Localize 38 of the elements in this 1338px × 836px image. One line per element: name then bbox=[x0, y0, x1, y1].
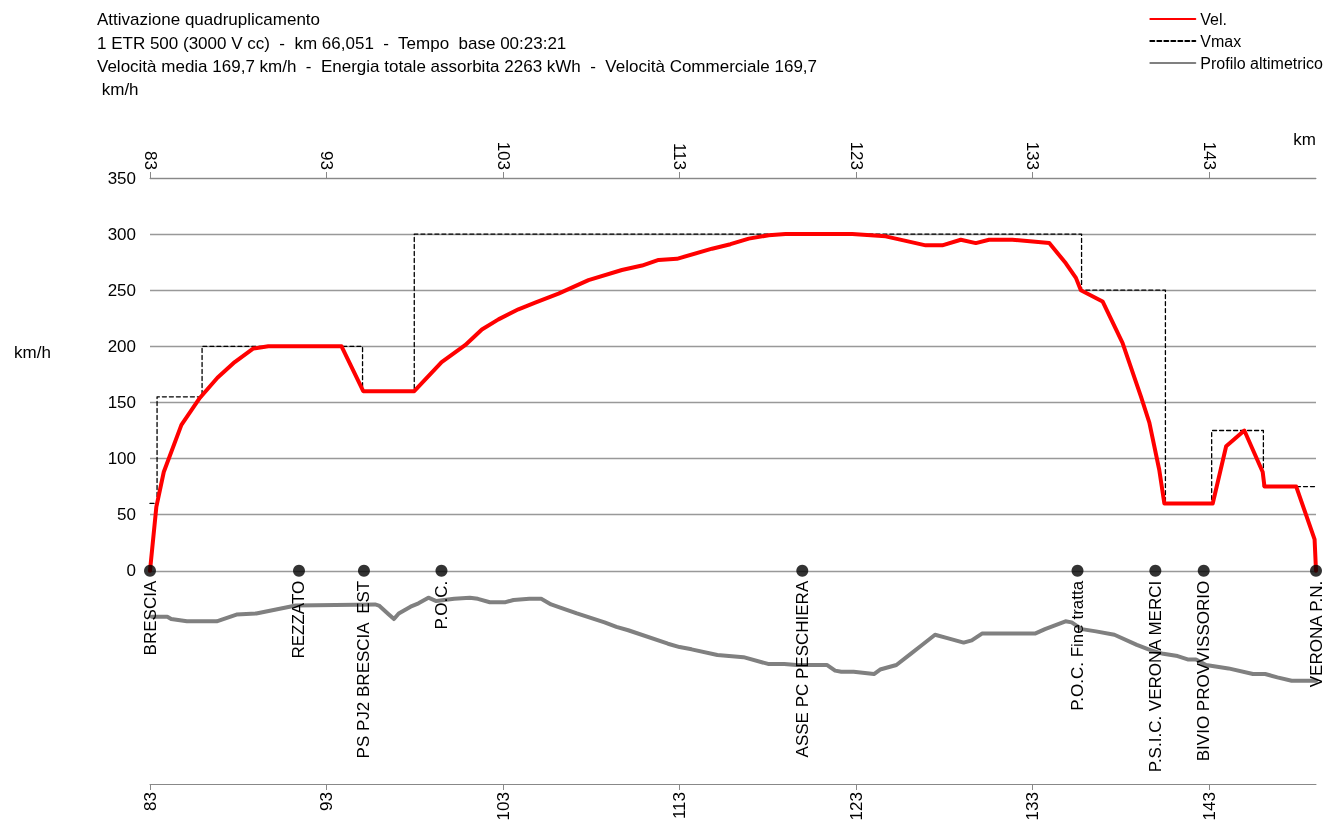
annotation: VERONA P.N. bbox=[1306, 580, 1326, 688]
x-tick-label: 113 bbox=[670, 792, 690, 820]
annotation: P.S.I.C. VERONA MERCI bbox=[1145, 580, 1165, 773]
x-tick-label: 83 bbox=[140, 792, 160, 811]
y-tick-label: 300 bbox=[107, 224, 136, 244]
annotation: BIVIO PROVVISSORIO bbox=[1194, 580, 1214, 762]
y-tick-label: 0 bbox=[126, 561, 136, 581]
y-axis-title: km/h bbox=[14, 343, 51, 363]
annotation: REZZATO bbox=[289, 580, 309, 659]
x2-tick-label: 143 bbox=[1199, 141, 1219, 170]
x2-tick-label: 83 bbox=[140, 151, 160, 170]
annotation: PS PJ2 BRESCIA EST bbox=[354, 580, 374, 759]
x2-axis-title: km bbox=[1293, 130, 1316, 149]
x-tick-label: 93 bbox=[317, 792, 337, 811]
annotation: P.O.C. Fine tratta bbox=[1068, 580, 1087, 711]
x-tick-label: 143 bbox=[1199, 792, 1219, 821]
y-tick-label: 50 bbox=[117, 505, 136, 525]
y-tick-label: 150 bbox=[107, 392, 136, 412]
x2-tick-label: 113 bbox=[670, 142, 690, 170]
annotation: P.O.C. bbox=[431, 580, 451, 630]
legend-label: Vmax bbox=[1200, 32, 1242, 50]
y-tick-label: 250 bbox=[107, 280, 136, 300]
chart-title: Attivazione quadruplicamento bbox=[97, 10, 321, 29]
y-tick-label: 350 bbox=[107, 168, 136, 188]
legend-label: Vel. bbox=[1200, 10, 1227, 28]
annotation: BRESCIA bbox=[140, 580, 160, 656]
legend-label: Profilo altimetrico bbox=[1200, 54, 1324, 72]
y-tick-label: 200 bbox=[107, 336, 136, 356]
x2-tick-label: 133 bbox=[1023, 141, 1043, 170]
chart-subtitle: 1 ETR 500 (3000 V cc) - km 66,051 - Tempo base 00:23:21 Velocità media 169,7 km/h - Energia totale assorbita 2263 kWh - Velocità Commerciale 169,7 km/h bbox=[97, 34, 818, 99]
x-tick-label: 123 bbox=[846, 792, 866, 821]
annotation: ASSE PC PESCHIERA bbox=[792, 580, 812, 758]
y-tick-label: 100 bbox=[107, 449, 136, 469]
x2-tick-label: 93 bbox=[317, 151, 337, 170]
x2-tick-label: 103 bbox=[493, 141, 513, 170]
x2-tick-label: 123 bbox=[846, 141, 866, 170]
x-tick-label: 133 bbox=[1023, 792, 1043, 821]
x-tick-label: 103 bbox=[493, 792, 513, 821]
